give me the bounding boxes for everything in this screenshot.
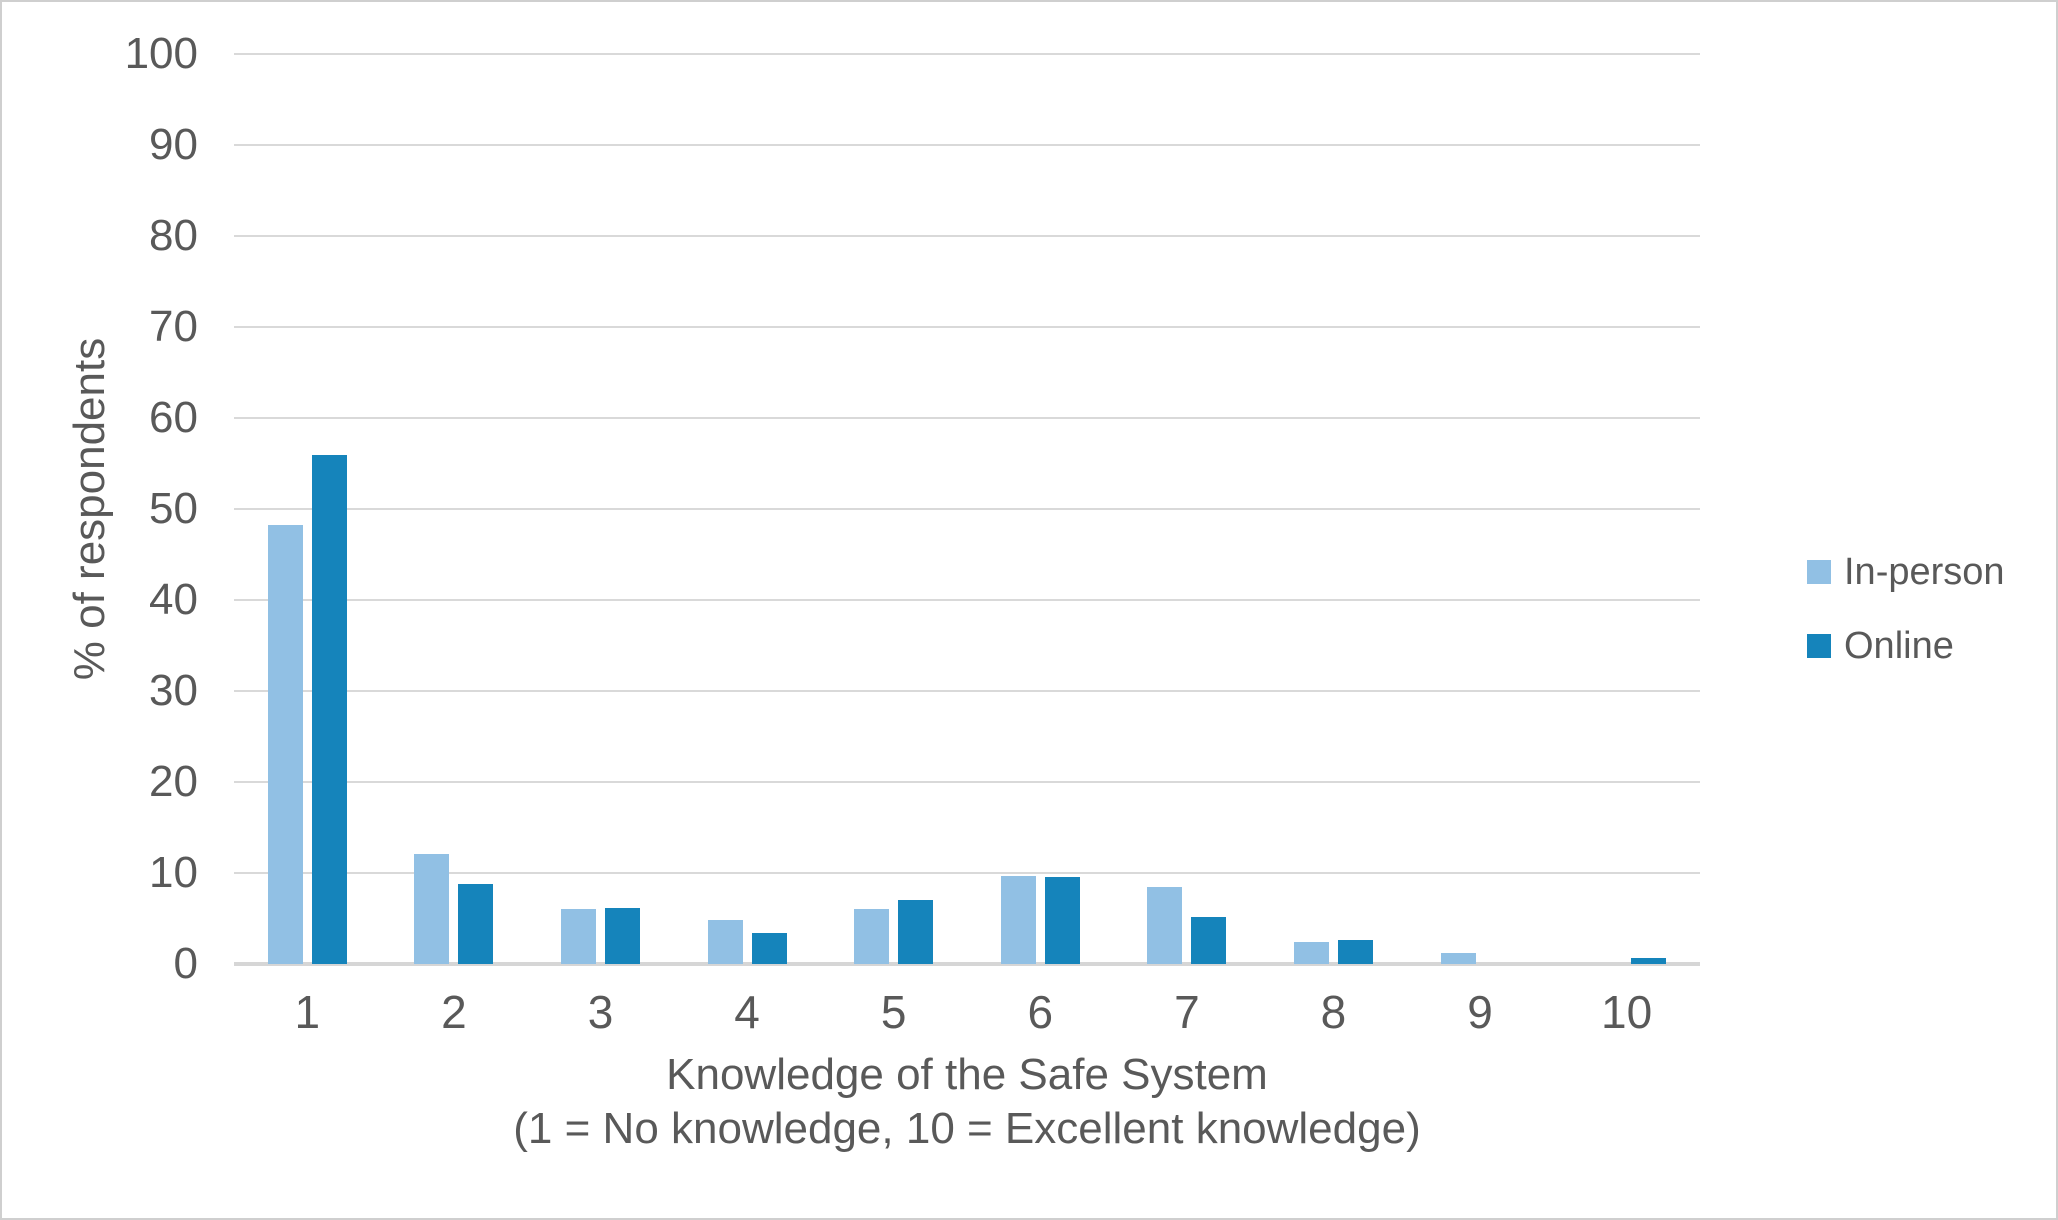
x-tick-label: 9 [1467, 986, 1493, 1038]
y-tick-label: 0 [173, 939, 198, 988]
bar-in-person-3 [560, 909, 596, 964]
category-group-8 [1260, 54, 1407, 964]
gridline [234, 781, 1700, 783]
category-group-6 [967, 54, 1114, 964]
y-tick-label: 100 [124, 29, 198, 78]
bar-online-6 [1044, 876, 1080, 964]
x-tick-label: 1 [294, 986, 321, 1038]
y-tick-label: 10 [149, 848, 198, 897]
category-group-7 [1114, 54, 1261, 964]
legend-item-online: Online [1807, 622, 2005, 670]
x-tick-label: 7 [1174, 986, 1200, 1038]
bar-online-2 [458, 883, 494, 964]
y-tick-label: 70 [149, 302, 198, 351]
gridline [234, 599, 1700, 601]
y-tick-label: 30 [149, 666, 198, 715]
category-group-9 [1407, 54, 1554, 964]
gridline [234, 417, 1700, 419]
gridline [234, 872, 1700, 874]
category-group-2 [381, 54, 528, 964]
bar-in-person-7 [1147, 886, 1183, 964]
legend: In-person Online [1807, 548, 2005, 670]
x-tick-label: 2 [441, 986, 467, 1038]
bar-in-person-6 [1000, 875, 1036, 964]
category-group-4 [674, 54, 821, 964]
category-group-10 [1553, 54, 1700, 964]
category-group-3 [527, 54, 674, 964]
legend-swatch-icon [1807, 634, 1831, 658]
plot-area [234, 53, 1700, 966]
bar-online-7 [1191, 916, 1227, 964]
legend-label: Online [1844, 624, 1954, 667]
gridline [234, 690, 1700, 692]
bar-in-person-1 [267, 525, 303, 964]
x-axis-title-line-1: Knowledge of the Safe System [666, 1050, 1268, 1099]
bar-in-person-2 [414, 853, 450, 964]
x-tick-label: 8 [1320, 986, 1347, 1038]
y-tick-label: 60 [149, 393, 198, 442]
bar-in-person-4 [707, 920, 743, 964]
y-axis-title: % of respondents [65, 337, 114, 681]
bar-in-person-5 [854, 909, 890, 964]
bar-online-8 [1337, 940, 1373, 964]
y-tick-label: 80 [149, 211, 198, 260]
bar-online-4 [751, 933, 787, 964]
gridline [234, 235, 1700, 237]
category-group-5 [820, 54, 967, 964]
legend-swatch-icon [1807, 560, 1831, 584]
bar-online-3 [604, 907, 640, 964]
x-axis-title-line-2: (1 = No knowledge, 10 = Excellent knowle… [513, 1104, 1421, 1153]
bar-online-5 [898, 900, 934, 964]
legend-item-in-person: In-person [1807, 548, 2005, 596]
x-tick-label: 6 [1027, 986, 1054, 1038]
legend-label: In-person [1844, 550, 2005, 593]
bar-online-10 [1631, 957, 1667, 964]
bars [234, 54, 1700, 964]
y-axis-ticks: 0 10 20 30 40 50 60 70 80 90 100 [2, 32, 198, 986]
x-tick-label: 5 [880, 986, 907, 1038]
x-tick-label: 10 [1601, 986, 1653, 1038]
x-tick-label: 4 [734, 986, 760, 1038]
x-tick-label: 3 [587, 986, 614, 1038]
category-group-1 [234, 54, 381, 964]
bar-online-1 [311, 455, 347, 964]
x-axis-line [234, 962, 1700, 966]
gridline [234, 326, 1700, 328]
gridline [234, 144, 1700, 146]
y-tick-label: 90 [149, 120, 198, 169]
gridline [234, 53, 1700, 55]
y-tick-label: 50 [149, 484, 198, 533]
y-tick-label: 20 [149, 757, 198, 806]
y-tick-label: 40 [149, 575, 198, 624]
bar-in-person-8 [1293, 942, 1329, 964]
gridline [234, 508, 1700, 510]
x-axis-ticks: 1 2 3 4 5 6 7 8 9 10 [234, 988, 1700, 1036]
bar-in-person-9 [1440, 953, 1476, 964]
